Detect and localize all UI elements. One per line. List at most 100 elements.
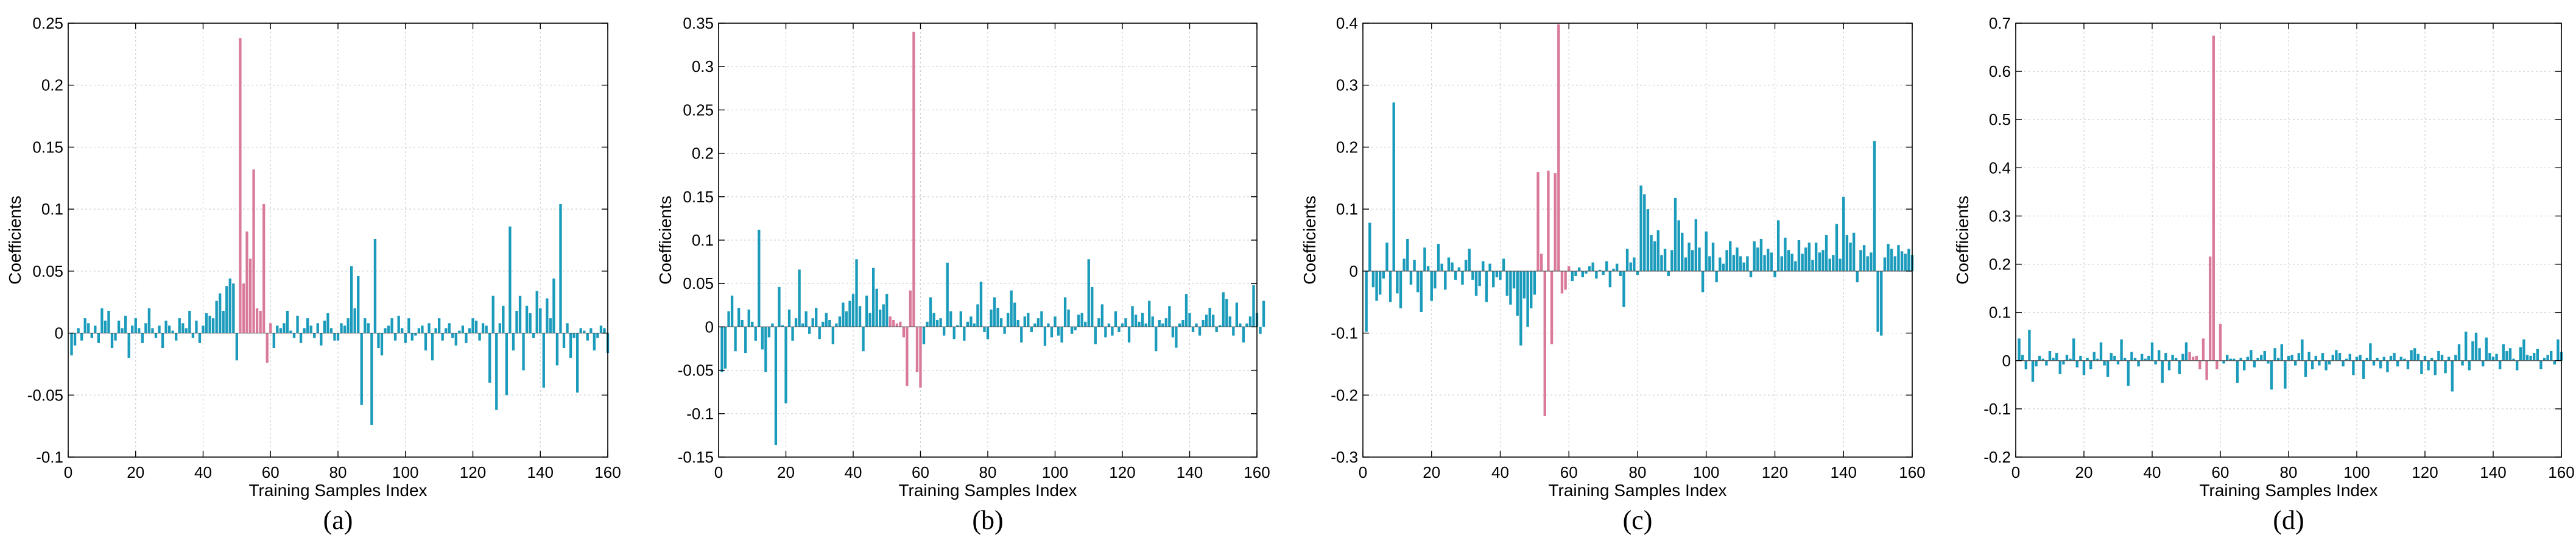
bar	[1656, 230, 1660, 271]
bar	[2345, 358, 2348, 361]
y-tick-label: -0.05	[678, 361, 714, 380]
bar	[1725, 250, 1728, 271]
highlight-bar	[1560, 271, 1564, 294]
bar	[292, 333, 296, 338]
x-tick-label: 80	[2280, 463, 2298, 481]
bar	[1188, 313, 1191, 327]
bar	[1832, 255, 1835, 271]
x-tick-label: 60	[1560, 463, 1578, 481]
y-tick-label: 0.3	[1336, 76, 1358, 94]
highlight-bar	[2209, 256, 2212, 361]
y-axis-label: Coefficients	[1953, 196, 1972, 285]
bar	[2161, 360, 2164, 383]
bar	[1794, 261, 1797, 271]
bar	[421, 325, 424, 333]
highlight-bar	[912, 32, 915, 327]
bar	[1158, 320, 1161, 327]
bar	[559, 204, 562, 333]
x-tick-label: 160	[1899, 463, 1925, 481]
y-tick-label: 0.1	[692, 231, 714, 249]
bar	[2365, 358, 2368, 361]
y-tick-label: -0.2	[1331, 386, 1358, 404]
bar	[2133, 358, 2137, 361]
bar	[1013, 302, 1016, 327]
highlight-bar	[239, 38, 242, 333]
bar	[1461, 271, 1464, 285]
bar	[1375, 271, 1378, 301]
bar	[515, 310, 518, 333]
bar	[798, 269, 801, 327]
bar	[801, 323, 804, 327]
highlight-bar	[1536, 172, 1540, 271]
bar	[2018, 338, 2021, 361]
bar	[1124, 318, 1127, 327]
bar	[1839, 258, 1842, 271]
bar	[1588, 266, 1591, 271]
bar	[1639, 185, 1642, 271]
bar	[195, 321, 198, 333]
bar	[1622, 271, 1625, 307]
bar	[1440, 263, 1443, 271]
bar	[164, 321, 167, 333]
bar	[205, 313, 208, 333]
highlight-bar	[248, 258, 252, 333]
bar	[2236, 360, 2239, 383]
bar	[1070, 327, 1074, 334]
bar	[401, 328, 404, 333]
bar	[2413, 348, 2416, 361]
bar	[2164, 353, 2167, 361]
y-tick-label: 0.25	[683, 101, 714, 119]
bar	[329, 328, 333, 333]
bar	[2072, 338, 2075, 361]
bar	[1650, 235, 1653, 271]
bar	[758, 229, 761, 327]
bar	[539, 308, 542, 333]
bar	[1091, 286, 1094, 327]
bar	[1080, 313, 1083, 327]
bar	[2321, 353, 2324, 361]
bar	[1482, 261, 1485, 271]
bar	[1430, 271, 1433, 301]
bar	[1828, 258, 1831, 271]
bar	[963, 327, 966, 341]
bar	[1807, 243, 1811, 271]
x-tick-label: 40	[194, 463, 212, 481]
bar	[2488, 353, 2491, 361]
y-tick-label: 0.6	[1989, 62, 2011, 80]
bar	[1084, 321, 1087, 327]
bar	[1127, 327, 1131, 343]
bar	[818, 327, 821, 339]
bar	[1499, 271, 1502, 280]
highlight-bar	[245, 231, 248, 333]
bar	[1814, 243, 1818, 271]
bar	[1866, 256, 1869, 271]
bar	[1818, 252, 1821, 271]
bar	[1883, 257, 1887, 271]
x-tick-label: 0	[2011, 463, 2020, 481]
bar	[2058, 360, 2061, 374]
highlight-bar	[1568, 266, 1571, 271]
highlight-bar	[1554, 173, 1557, 271]
x-tick-label: 100	[2343, 463, 2370, 481]
highlight-bar	[909, 290, 912, 327]
x-tick-label: 20	[127, 463, 144, 481]
highlight-bar	[2201, 338, 2205, 361]
bar	[1416, 271, 1420, 293]
bar	[1485, 271, 1488, 302]
bar	[552, 279, 555, 333]
bar	[1151, 316, 1154, 327]
bar	[2335, 350, 2338, 361]
bar	[2089, 360, 2092, 370]
bars-group	[70, 38, 610, 425]
bar	[1396, 271, 1399, 294]
bar	[94, 325, 97, 333]
bar	[1094, 327, 1097, 344]
bar	[110, 333, 114, 348]
bar	[2127, 360, 2130, 386]
bar	[1767, 249, 1770, 271]
bar	[868, 313, 871, 327]
bar	[999, 318, 1003, 327]
bar	[393, 333, 397, 341]
bar	[986, 327, 990, 339]
bar	[350, 266, 353, 333]
